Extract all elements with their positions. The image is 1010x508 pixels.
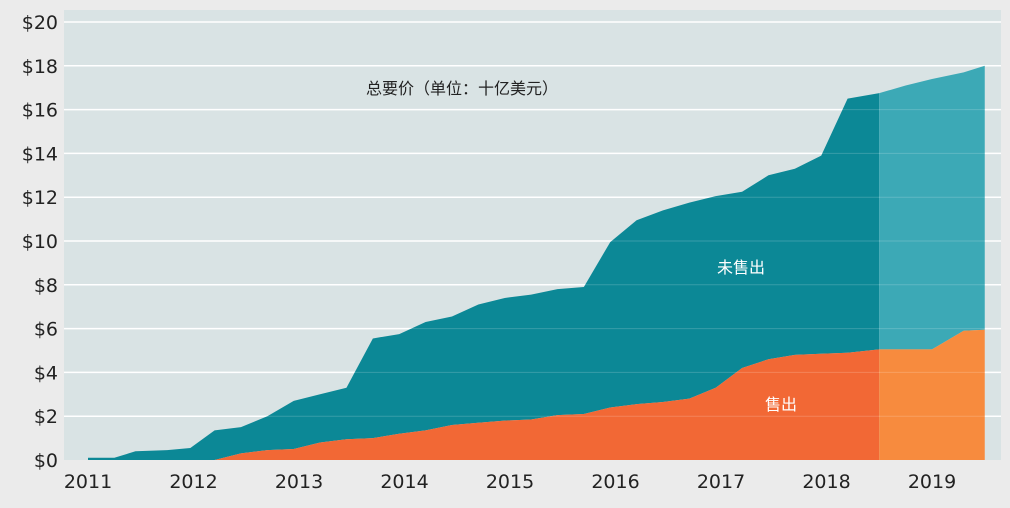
y-tick-label: $20 — [22, 12, 58, 34]
series-label-sold: 售出 — [765, 395, 797, 414]
y-tick-label: $0 — [34, 450, 58, 472]
x-tick-label: 2015 — [486, 471, 534, 493]
y-tick-label: $18 — [22, 56, 58, 78]
y-tick-label: $8 — [34, 275, 58, 297]
y-tick-label: $4 — [34, 362, 58, 384]
x-tick-label: 2011 — [64, 471, 112, 493]
x-tick-label: 2014 — [380, 471, 428, 493]
y-tick-label: $12 — [22, 187, 58, 209]
chart-title: 总要价（单位：十亿美元） — [366, 79, 558, 98]
x-tick-label: 2012 — [169, 471, 217, 493]
y-axis-ticks: $0 $2 $4 $6 $8 $10 $12 $14 $16 $18 $20 — [22, 12, 58, 472]
y-tick-label: $6 — [34, 319, 58, 341]
y-tick-label: $10 — [22, 231, 58, 253]
y-tick-label: $2 — [34, 406, 58, 428]
x-tick-label: 2016 — [591, 471, 639, 493]
x-axis-ticks: 2011 2012 2013 2014 2015 2016 2017 2018 2019 — [64, 471, 956, 493]
area-unsold — [88, 93, 880, 460]
y-tick-label: $14 — [22, 143, 58, 165]
area-unsold-projected — [879, 65, 985, 350]
area-sold — [88, 349, 880, 460]
x-tick-label: 2018 — [802, 471, 850, 493]
x-tick-label: 2017 — [697, 471, 745, 493]
x-tick-label: 2019 — [908, 471, 956, 493]
series-label-unsold: 未售出 — [717, 258, 765, 277]
area-series — [64, 21, 1001, 460]
area-sold-projected — [879, 329, 985, 460]
y-tick-label: $16 — [22, 100, 58, 122]
x-tick-label: 2013 — [275, 471, 323, 493]
